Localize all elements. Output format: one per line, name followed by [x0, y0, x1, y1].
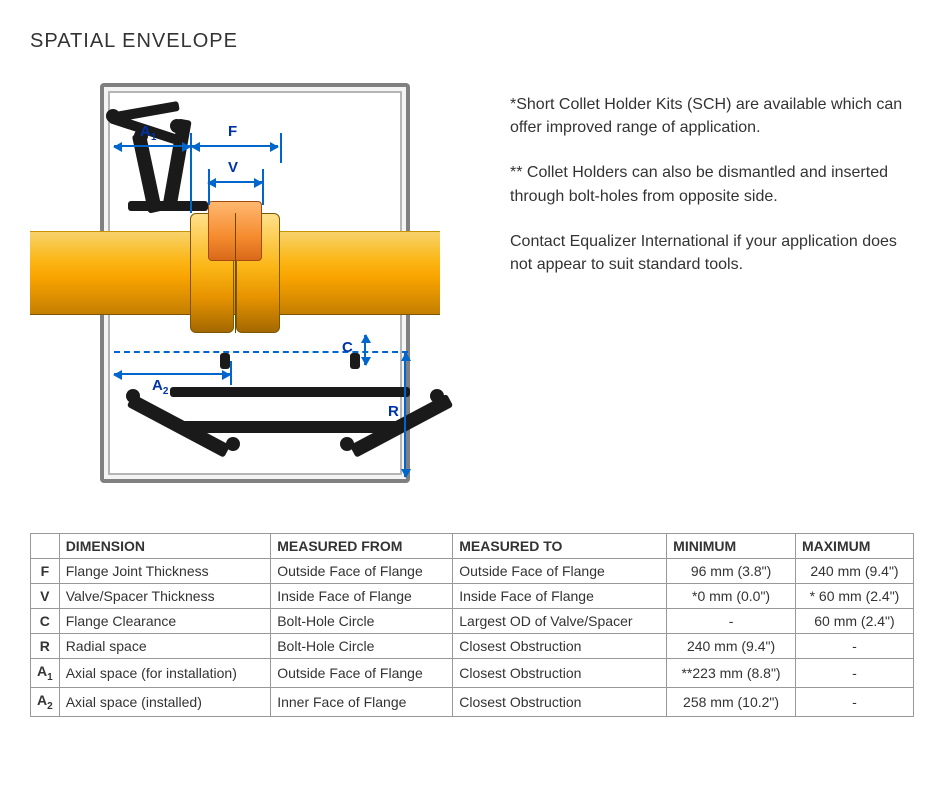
cell-to: Closest Obstruction [453, 634, 667, 659]
dim-a2-line [114, 373, 230, 375]
table-row: A2Axial space (installed)Inner Face of F… [31, 687, 914, 716]
cell-key: V [31, 584, 60, 609]
cell-max: * 60 mm (2.4") [795, 584, 913, 609]
cell-max: - [795, 687, 913, 716]
cell-min: *0 mm (0.0") [667, 584, 796, 609]
top-row: A1 F V A2 C R *Short Collet Holder Kits … [30, 73, 914, 483]
cell-max: 240 mm (9.4") [795, 559, 913, 584]
cell-key: F [31, 559, 60, 584]
cell-dimension: Radial space [59, 634, 271, 659]
spatial-diagram: A1 F V A2 C R [30, 73, 440, 483]
dim-r-line [404, 353, 406, 477]
cell-from: Outside Face of Flange [271, 559, 453, 584]
dim-r-label: R [388, 403, 399, 420]
note-2: ** Collet Holders can also be dismantled… [510, 161, 914, 207]
cell-to: Closest Obstruction [453, 659, 667, 688]
cell-dimension: Flange Clearance [59, 609, 271, 634]
note-3: Contact Equalizer International if your … [510, 230, 914, 276]
table-row: FFlange Joint ThicknessOutside Face of F… [31, 559, 914, 584]
table-row: CFlange ClearanceBolt-Hole CircleLargest… [31, 609, 914, 634]
dim-v-label: V [228, 159, 238, 176]
notes-block: *Short Collet Holder Kits (SCH) are avai… [510, 73, 914, 483]
cell-to: Largest OD of Valve/Spacer [453, 609, 667, 634]
cell-from: Bolt-Hole Circle [271, 609, 453, 634]
col-max: MAXIMUM [795, 534, 913, 559]
cell-min: 96 mm (3.8") [667, 559, 796, 584]
cell-to: Closest Obstruction [453, 687, 667, 716]
page-title: SPATIAL ENVELOPE [30, 30, 914, 53]
col-dimension: DIMENSION [59, 534, 271, 559]
dim-a1-line [114, 145, 190, 147]
col-to: MEASURED TO [453, 534, 667, 559]
cell-to: Inside Face of Flange [453, 584, 667, 609]
cell-max: - [795, 634, 913, 659]
cell-min: - [667, 609, 796, 634]
cell-key: R [31, 634, 60, 659]
cell-max: - [795, 659, 913, 688]
cell-from: Inner Face of Flange [271, 687, 453, 716]
flange-joint-line [235, 213, 236, 333]
cell-dimension: Axial space (installed) [59, 687, 271, 716]
col-min: MINIMUM [667, 534, 796, 559]
cell-to: Outside Face of Flange [453, 559, 667, 584]
tool-lower [130, 353, 360, 453]
dim-f-line [192, 145, 278, 147]
cell-min: 240 mm (9.4") [667, 634, 796, 659]
table-row: RRadial spaceBolt-Hole CircleClosest Obs… [31, 634, 914, 659]
cell-key: C [31, 609, 60, 634]
cell-min: 258 mm (10.2") [667, 687, 796, 716]
cell-from: Outside Face of Flange [271, 659, 453, 688]
dim-a2-label: A2 [152, 377, 168, 397]
dim-c-label: C [342, 339, 353, 356]
cell-from: Inside Face of Flange [271, 584, 453, 609]
table-header-row: DIMENSION MEASURED FROM MEASURED TO MINI… [31, 534, 914, 559]
tool-upper [110, 113, 220, 203]
cell-key: A1 [31, 659, 60, 688]
dim-a1-label: A1 [140, 123, 156, 143]
cell-dimension: Axial space (for installation) [59, 659, 271, 688]
note-1: *Short Collet Holder Kits (SCH) are avai… [510, 93, 914, 139]
cell-min: **223 mm (8.8") [667, 659, 796, 688]
pipe-assembly [30, 213, 440, 333]
table-row: VValve/Spacer ThicknessInside Face of Fl… [31, 584, 914, 609]
cell-dimension: Valve/Spacer Thickness [59, 584, 271, 609]
cell-dimension: Flange Joint Thickness [59, 559, 271, 584]
cell-max: 60 mm (2.4") [795, 609, 913, 634]
dimensions-table: DIMENSION MEASURED FROM MEASURED TO MINI… [30, 533, 914, 717]
cell-from: Bolt-Hole Circle [271, 634, 453, 659]
table-row: A1Axial space (for installation)Outside … [31, 659, 914, 688]
dim-c-line [364, 335, 366, 365]
cell-key: A2 [31, 687, 60, 716]
col-key [31, 534, 60, 559]
dim-v-line [208, 181, 262, 183]
col-from: MEASURED FROM [271, 534, 453, 559]
dim-f-label: F [228, 123, 237, 140]
